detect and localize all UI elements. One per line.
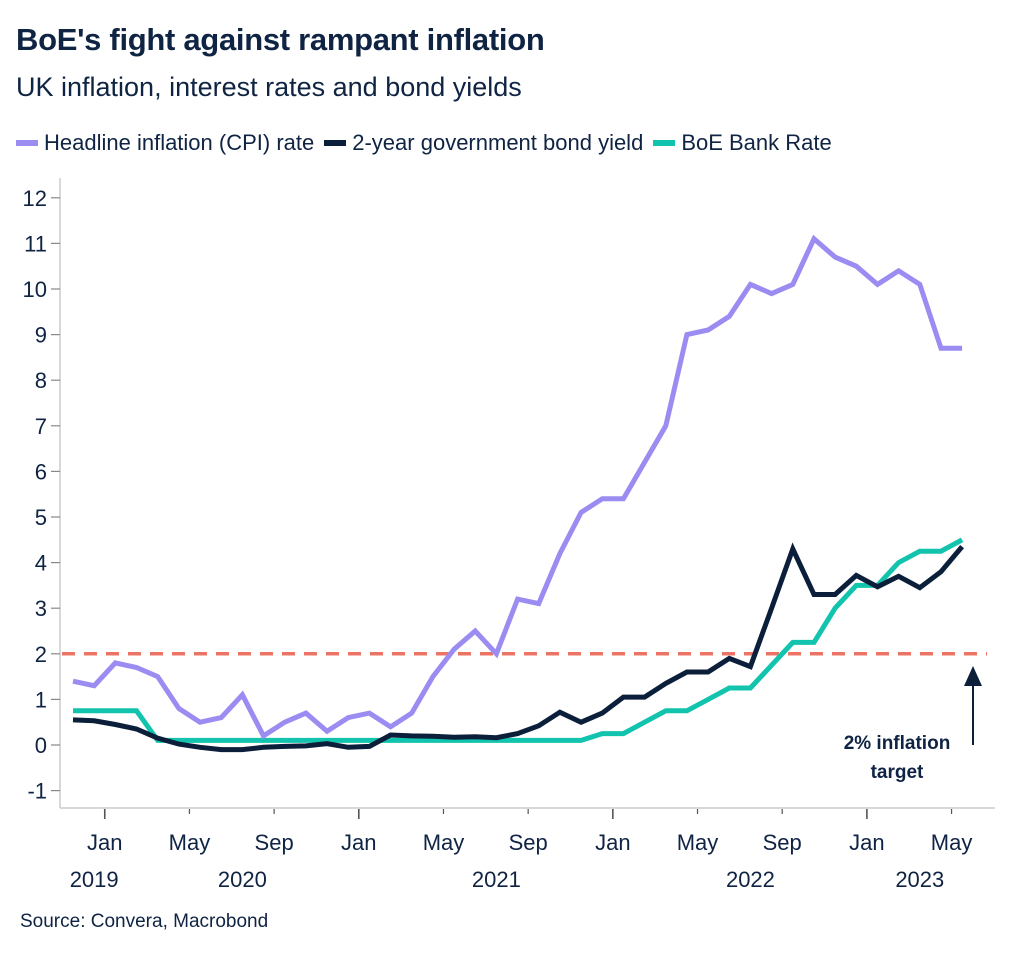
annotation-label-line1: 2% inflation xyxy=(844,733,951,754)
y-tick-label: 4 xyxy=(35,551,47,576)
x-tick-label: Sep xyxy=(763,830,802,855)
x-tick-label: Jan xyxy=(595,830,630,855)
legend-swatch-cpi xyxy=(16,140,38,146)
x-year-label: 2020 xyxy=(218,867,267,892)
y-tick-label: 6 xyxy=(35,459,47,484)
x-tick-label: Jan xyxy=(849,830,884,855)
x-tick-label: Sep xyxy=(509,830,548,855)
annotations: 2% inflation target xyxy=(844,666,982,783)
y-tick-label: 5 xyxy=(35,505,47,530)
x-tick-label: May xyxy=(423,830,465,855)
y-tick-label: 12 xyxy=(23,186,47,211)
series-line-cpi xyxy=(72,234,963,740)
x-tick-label: Jan xyxy=(341,830,376,855)
y-tick-label: 11 xyxy=(24,231,47,256)
legend-item-bank-rate: BoE Bank Rate xyxy=(653,130,832,156)
x-tick-label: Sep xyxy=(255,830,294,855)
series-line-bond xyxy=(72,542,965,753)
legend-swatch-bond xyxy=(324,140,347,146)
y-tick-label: -1 xyxy=(27,779,47,804)
y-tick-label: 3 xyxy=(35,596,47,621)
x-year-label: 2023 xyxy=(895,867,944,892)
y-tick-label: 10 xyxy=(23,277,47,302)
legend-swatch-bank-rate xyxy=(653,140,676,146)
x-tick-label: Jan xyxy=(87,830,122,855)
annotation-label-line2: target xyxy=(871,762,924,783)
y-tick-label: 2 xyxy=(35,642,47,667)
y-tick-label: 9 xyxy=(35,323,47,348)
x-tick-label: May xyxy=(677,830,719,855)
series-lines xyxy=(72,234,965,753)
x-tick-label: May xyxy=(931,830,973,855)
legend-label-bank-rate: BoE Bank Rate xyxy=(681,130,832,155)
legend-item-bond: 2-year government bond yield xyxy=(324,130,643,156)
legend-label-cpi: Headline inflation (CPI) rate xyxy=(44,130,315,155)
x-tick-label: May xyxy=(169,830,211,855)
legend-item-cpi: Headline inflation (CPI) rate xyxy=(16,130,314,156)
series-line-bank-rate xyxy=(73,537,964,743)
annotation-arrow-head xyxy=(964,666,982,686)
x-year-label: 2021 xyxy=(472,867,521,892)
source-note: Source: Convera, Macrobond xyxy=(20,911,269,932)
y-tick-label: 0 xyxy=(35,733,47,758)
x-year-label: 2019 xyxy=(70,867,119,892)
x-year-label: 2022 xyxy=(726,867,775,892)
chart-subtitle: UK inflation, interest rates and bond yi… xyxy=(16,72,522,102)
chart-title: BoE's fight against rampant inflation xyxy=(16,22,545,57)
y-tick-label: 1 xyxy=(35,687,47,712)
legend-label-bond: 2-year government bond yield xyxy=(352,130,644,155)
legend: Headline inflation (CPI) rate 2-year gov… xyxy=(16,130,842,156)
y-tick-label: 7 xyxy=(35,414,47,439)
y-tick-label: 8 xyxy=(35,368,47,393)
